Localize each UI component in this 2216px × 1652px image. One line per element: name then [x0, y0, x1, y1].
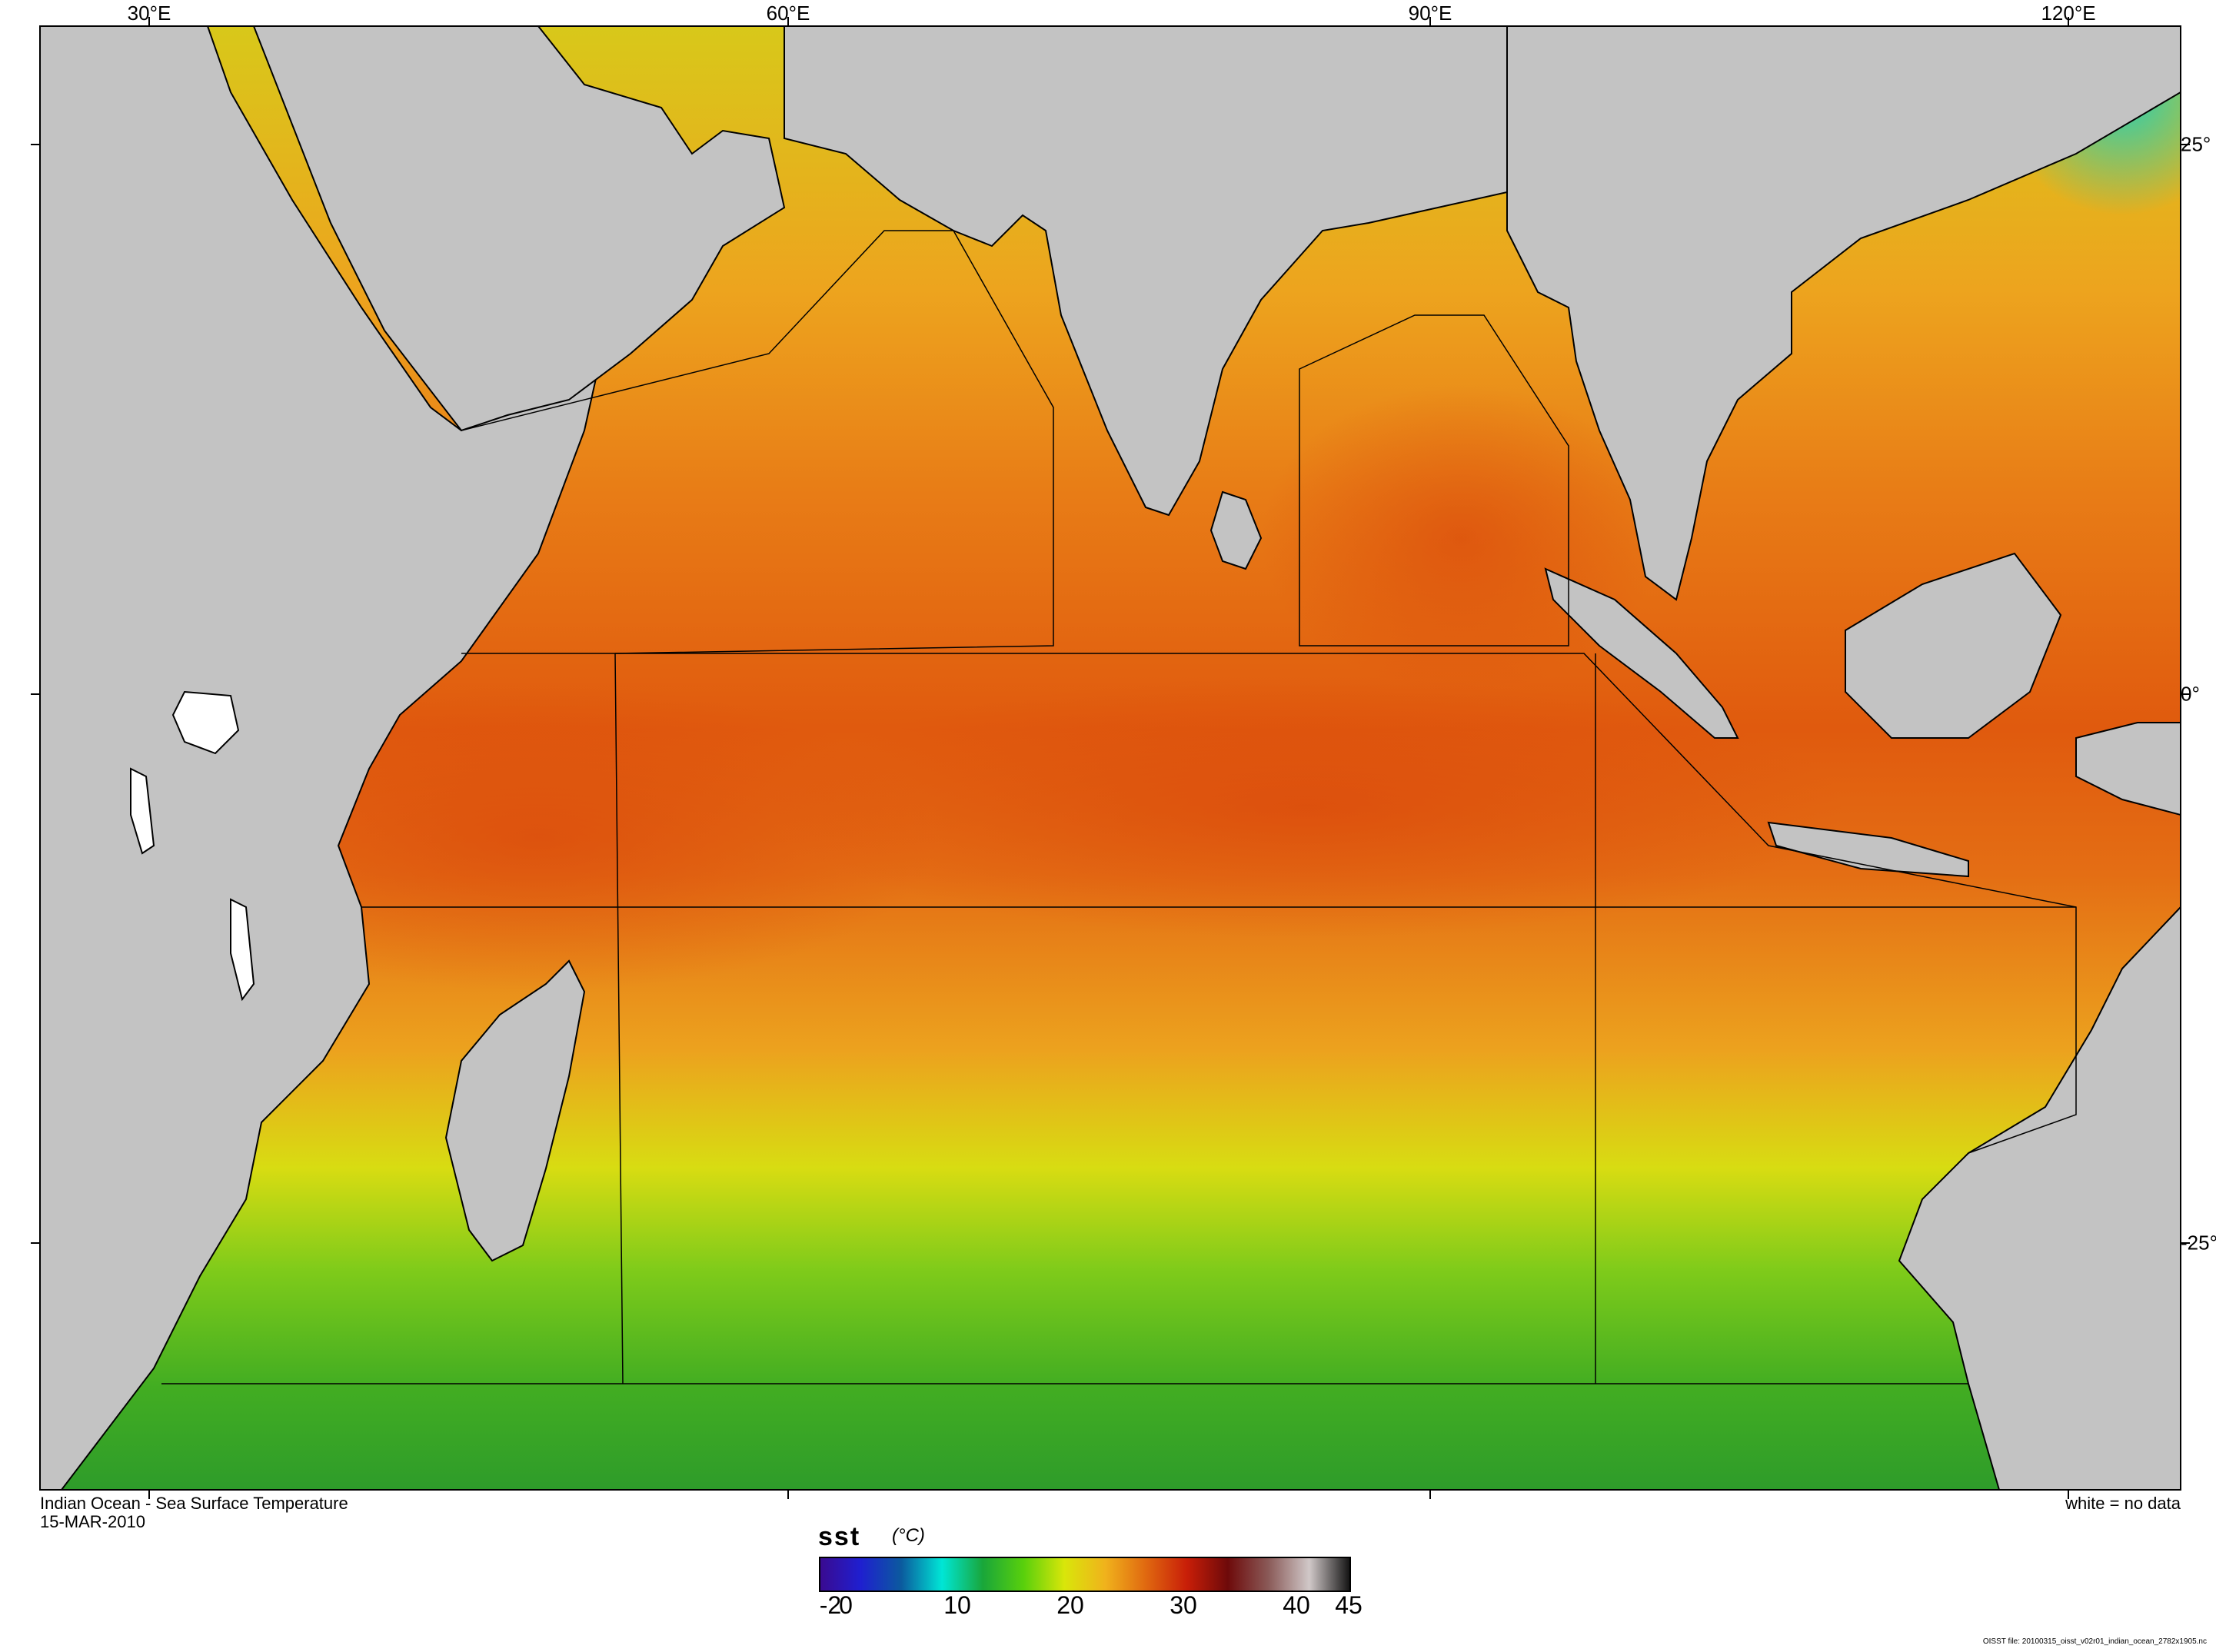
land-arabia-persia: [252, 26, 786, 432]
map-date: 15-MAR-2010: [40, 1512, 145, 1531]
map-title: Indian Ocean - Sea Surface Temperature: [40, 1494, 348, 1513]
map-caption: Indian Ocean - Sea Surface Temperature 1…: [40, 1494, 348, 1531]
warm-equatorial-patch-east: [769, 676, 1845, 938]
lon-label-120e: 120°E: [2041, 2, 2096, 25]
region-boundaries: [161, 230, 2077, 1384]
colorbar-tick: 45: [1335, 1591, 1363, 1619]
colorbar-tick: 40: [1283, 1591, 1310, 1619]
lake-malawi: [230, 898, 255, 1002]
boundary-bay-of-bengal: [1299, 314, 1569, 647]
warm-bay-patch: [1261, 384, 1661, 692]
file-note: OISST file: 20100315_oisst_v02r01_indian…: [1982, 1637, 2207, 1646]
axis-ticks: [31, 17, 2190, 1499]
land-africa: [40, 26, 601, 1490]
land-borneo-sumatra: [1544, 567, 1739, 739]
landmasses: [40, 26, 2181, 1490]
lat-label-25n: 25°: [2181, 132, 2211, 156]
lat-label-0: 0°: [2181, 682, 2200, 706]
colorbar-unit: (°C): [892, 1525, 925, 1546]
land-borneo: [1845, 552, 2062, 739]
lake-tanganyika: [130, 767, 155, 855]
map-frame: [39, 25, 2181, 1491]
lake-victoria: [171, 690, 240, 755]
lon-label-90e: 90°E: [1408, 2, 1452, 25]
colorbar-tick: 10: [943, 1591, 971, 1619]
land-south-asia: [784, 26, 1508, 517]
colorbar-tick: 20: [1056, 1591, 1084, 1619]
land-sri-lanka: [1209, 490, 1263, 570]
boundary-west-vertical: [614, 653, 624, 1384]
land-east-islands: [2075, 722, 2181, 816]
land-australia: [1898, 906, 2181, 1490]
nodata-lakes: [130, 690, 255, 1002]
boundary-arabian-sea: [461, 230, 1054, 654]
nodata-note: white = no data: [2065, 1494, 2181, 1513]
land-madagascar: [444, 959, 586, 1262]
lon-label-60e: 60°E: [766, 2, 810, 25]
colorbar-tick: 0: [839, 1591, 853, 1619]
land-java: [1767, 821, 1969, 878]
map-area: [40, 26, 2181, 1490]
boundary-equatorial: [615, 653, 2077, 1154]
land-southeast-asia: [1506, 26, 2181, 601]
lat-label-25s: -25°: [2181, 1231, 2216, 1255]
colorbar: [819, 1557, 1351, 1592]
colorbar-tick: 30: [1170, 1591, 1197, 1619]
lon-label-30e: 30°E: [127, 2, 171, 25]
colorbar-tick: -2: [819, 1591, 842, 1619]
colorbar-variable: sst: [818, 1522, 861, 1551]
